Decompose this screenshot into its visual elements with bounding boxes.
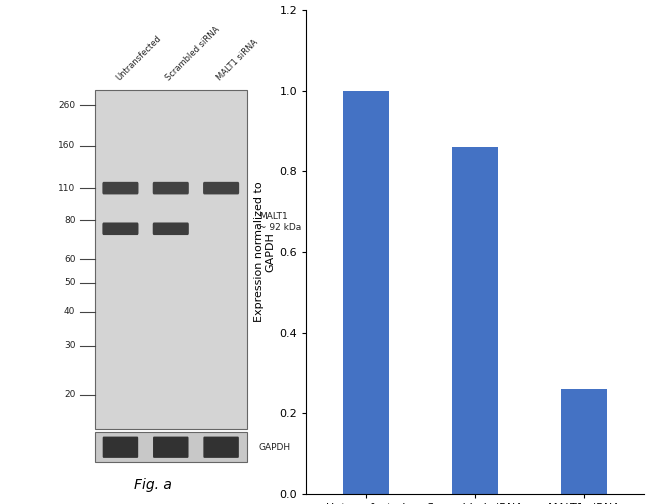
Text: 50: 50	[64, 279, 75, 287]
FancyBboxPatch shape	[153, 222, 188, 235]
Bar	[452, 147, 498, 494]
Bar	[94, 432, 247, 463]
Bar	[343, 91, 389, 494]
FancyBboxPatch shape	[153, 436, 188, 458]
Bar	[94, 90, 247, 428]
Text: 60: 60	[64, 255, 75, 264]
FancyBboxPatch shape	[103, 436, 138, 458]
FancyBboxPatch shape	[153, 182, 188, 195]
Text: 40: 40	[64, 307, 75, 316]
Text: Untransfected: Untransfected	[114, 34, 162, 83]
Text: 260: 260	[58, 101, 75, 110]
Text: 80: 80	[64, 216, 75, 225]
Text: Scrambled siRNA: Scrambled siRNA	[164, 25, 222, 83]
Text: 160: 160	[58, 141, 75, 150]
Text: Fig. a: Fig. a	[135, 477, 172, 491]
Text: 30: 30	[64, 341, 75, 350]
Text: 20: 20	[64, 390, 75, 399]
Text: 110: 110	[58, 183, 75, 193]
Text: MALT1
~ 92 kDa: MALT1 ~ 92 kDa	[259, 212, 301, 232]
FancyBboxPatch shape	[203, 436, 239, 458]
Text: MALT1 siRNA: MALT1 siRNA	[214, 38, 259, 83]
FancyBboxPatch shape	[103, 182, 138, 195]
Y-axis label: Expression normalized to
GAPDH: Expression normalized to GAPDH	[254, 181, 275, 323]
FancyBboxPatch shape	[103, 222, 138, 235]
Text: GAPDH: GAPDH	[259, 443, 291, 452]
Bar	[561, 389, 606, 494]
FancyBboxPatch shape	[203, 182, 239, 195]
